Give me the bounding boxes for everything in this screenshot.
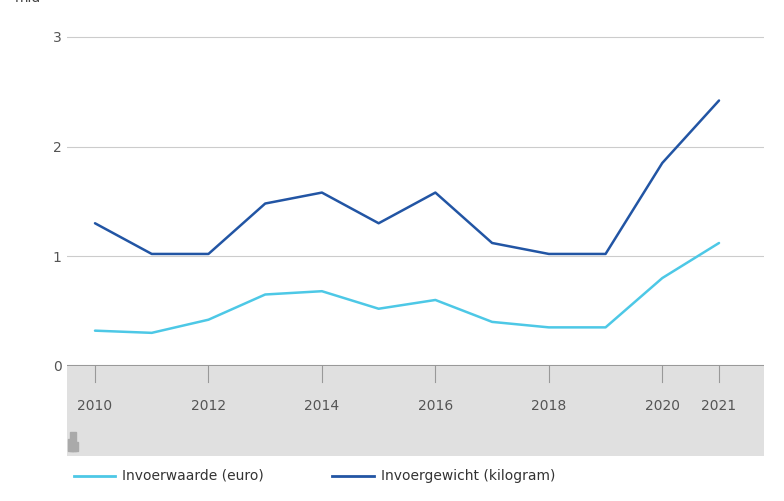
Text: mld: mld bbox=[14, 0, 41, 5]
Text: 2016: 2016 bbox=[418, 399, 453, 413]
Bar bbox=[67, 439, 74, 451]
Text: 2010: 2010 bbox=[78, 399, 113, 413]
Text: Invoergewicht (kilogram): Invoergewicht (kilogram) bbox=[381, 469, 555, 483]
Text: 2018: 2018 bbox=[532, 399, 567, 413]
Bar bbox=[72, 442, 78, 451]
Text: 2021: 2021 bbox=[702, 399, 737, 413]
Bar bbox=[70, 432, 75, 451]
Text: 2012: 2012 bbox=[191, 399, 226, 413]
Text: 2014: 2014 bbox=[304, 399, 339, 413]
Text: 2020: 2020 bbox=[644, 399, 680, 413]
Text: Invoerwaarde (euro): Invoerwaarde (euro) bbox=[122, 469, 264, 483]
